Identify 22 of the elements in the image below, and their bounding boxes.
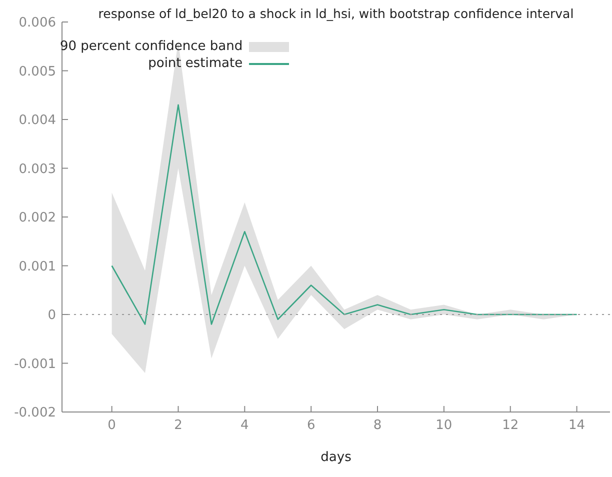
y-tick-label: -0.001 bbox=[14, 356, 56, 372]
x-tick-label: 10 bbox=[436, 418, 452, 434]
y-tick-label: 0.005 bbox=[18, 64, 56, 80]
y-tick-label: 0.004 bbox=[18, 113, 56, 128]
annotation: 90 percent confidence band bbox=[60, 38, 243, 55]
line-series bbox=[111, 104, 578, 325]
x-tick-label: 6 bbox=[306, 418, 316, 434]
x-tick-label: 12 bbox=[502, 418, 519, 434]
y-tick-label: 0.003 bbox=[18, 162, 56, 177]
y-tick-label: 0.006 bbox=[18, 16, 56, 31]
y-tick-label: 0.002 bbox=[18, 210, 56, 226]
y-tick-label: 0.001 bbox=[18, 259, 56, 274]
chart-title: response of ld_bel20 to a shock in ld_hsi, with bootstrap confidence interval bbox=[97, 6, 575, 21]
x-tick-label: 8 bbox=[373, 418, 382, 434]
x-tick-label: 2 bbox=[174, 418, 182, 434]
legend-label: point estimate bbox=[148, 55, 243, 72]
x-tick-label: 0 bbox=[108, 418, 116, 434]
x-tick-label: 4 bbox=[240, 418, 249, 434]
x-axis-title: days bbox=[320, 450, 352, 465]
y-tick-label: 0 bbox=[48, 308, 56, 324]
y-tick-label: -0.002 bbox=[14, 406, 56, 421]
x-tick-label: 14 bbox=[568, 418, 586, 434]
